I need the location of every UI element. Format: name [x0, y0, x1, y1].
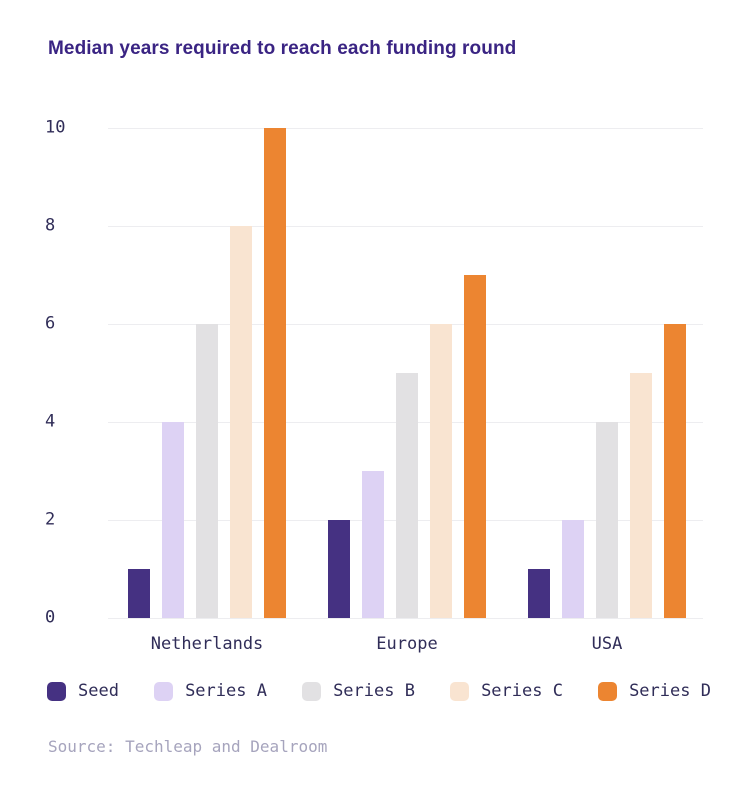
bar-group-usa: [528, 128, 686, 618]
bar-series-b-usa: [596, 422, 618, 618]
gridline-y-0: [108, 618, 703, 619]
legend-swatch-series-a: [154, 682, 174, 701]
bar-group-netherlands: [128, 128, 286, 618]
legend-item-series-c: Series C: [450, 682, 563, 701]
bar-series-b-netherlands: [196, 324, 218, 618]
bar-series-d-europe: [464, 275, 486, 618]
legend-label-series-c: Series C: [481, 681, 563, 701]
x-axis-label-usa: USA: [591, 634, 623, 654]
legend-label-seed: Seed: [78, 681, 119, 701]
legend-swatch-series-b: [302, 682, 322, 701]
legend-item-series-d: Series D: [598, 682, 711, 701]
bar-series-a-europe: [362, 471, 384, 618]
legend-swatch-series-c: [450, 682, 470, 701]
bar-series-c-netherlands: [230, 226, 252, 618]
bar-seed-europe: [328, 520, 350, 618]
legend-swatch-series-d: [598, 682, 618, 701]
y-tick-label-4: 4: [45, 411, 56, 432]
chart-title: Median years required to reach each fund…: [48, 38, 517, 59]
legend-label-series-d: Series D: [629, 681, 711, 701]
bar-series-d-usa: [664, 324, 686, 618]
legend: Seed Series A Series B Series C Series D: [47, 682, 711, 701]
legend-label-series-a: Series A: [185, 681, 267, 701]
gridline-y-8: [108, 226, 703, 227]
legend-item-series-a: Series A: [154, 682, 267, 701]
bar-series-c-usa: [630, 373, 652, 618]
legend-swatch-seed: [47, 682, 66, 701]
bar-series-a-netherlands: [162, 422, 184, 618]
gridline-y-6: [108, 324, 703, 325]
x-axis-label-europe: Europe: [376, 634, 438, 654]
legend-item-series-b: Series B: [302, 682, 415, 701]
plot-area: [108, 128, 703, 619]
bar-group-europe: [328, 128, 486, 618]
bar-series-d-netherlands: [264, 128, 286, 618]
y-tick-label-10: 10: [45, 117, 66, 138]
y-tick-label-8: 8: [45, 215, 56, 236]
bar-series-a-usa: [562, 520, 584, 618]
bar-seed-usa: [528, 569, 550, 618]
legend-item-seed: Seed: [47, 682, 119, 701]
x-axis-label-netherlands: Netherlands: [150, 634, 264, 654]
gridline-y-10: [108, 128, 703, 129]
legend-label-series-b: Series B: [333, 681, 415, 701]
bar-series-b-europe: [396, 373, 418, 618]
y-tick-label-2: 2: [45, 509, 56, 530]
bar-series-c-europe: [430, 324, 452, 618]
source-text: Source: Techleap and Dealroom: [48, 737, 328, 756]
bar-seed-netherlands: [128, 569, 150, 618]
y-tick-label-6: 6: [45, 313, 56, 334]
y-tick-label-0: 0: [45, 607, 56, 628]
